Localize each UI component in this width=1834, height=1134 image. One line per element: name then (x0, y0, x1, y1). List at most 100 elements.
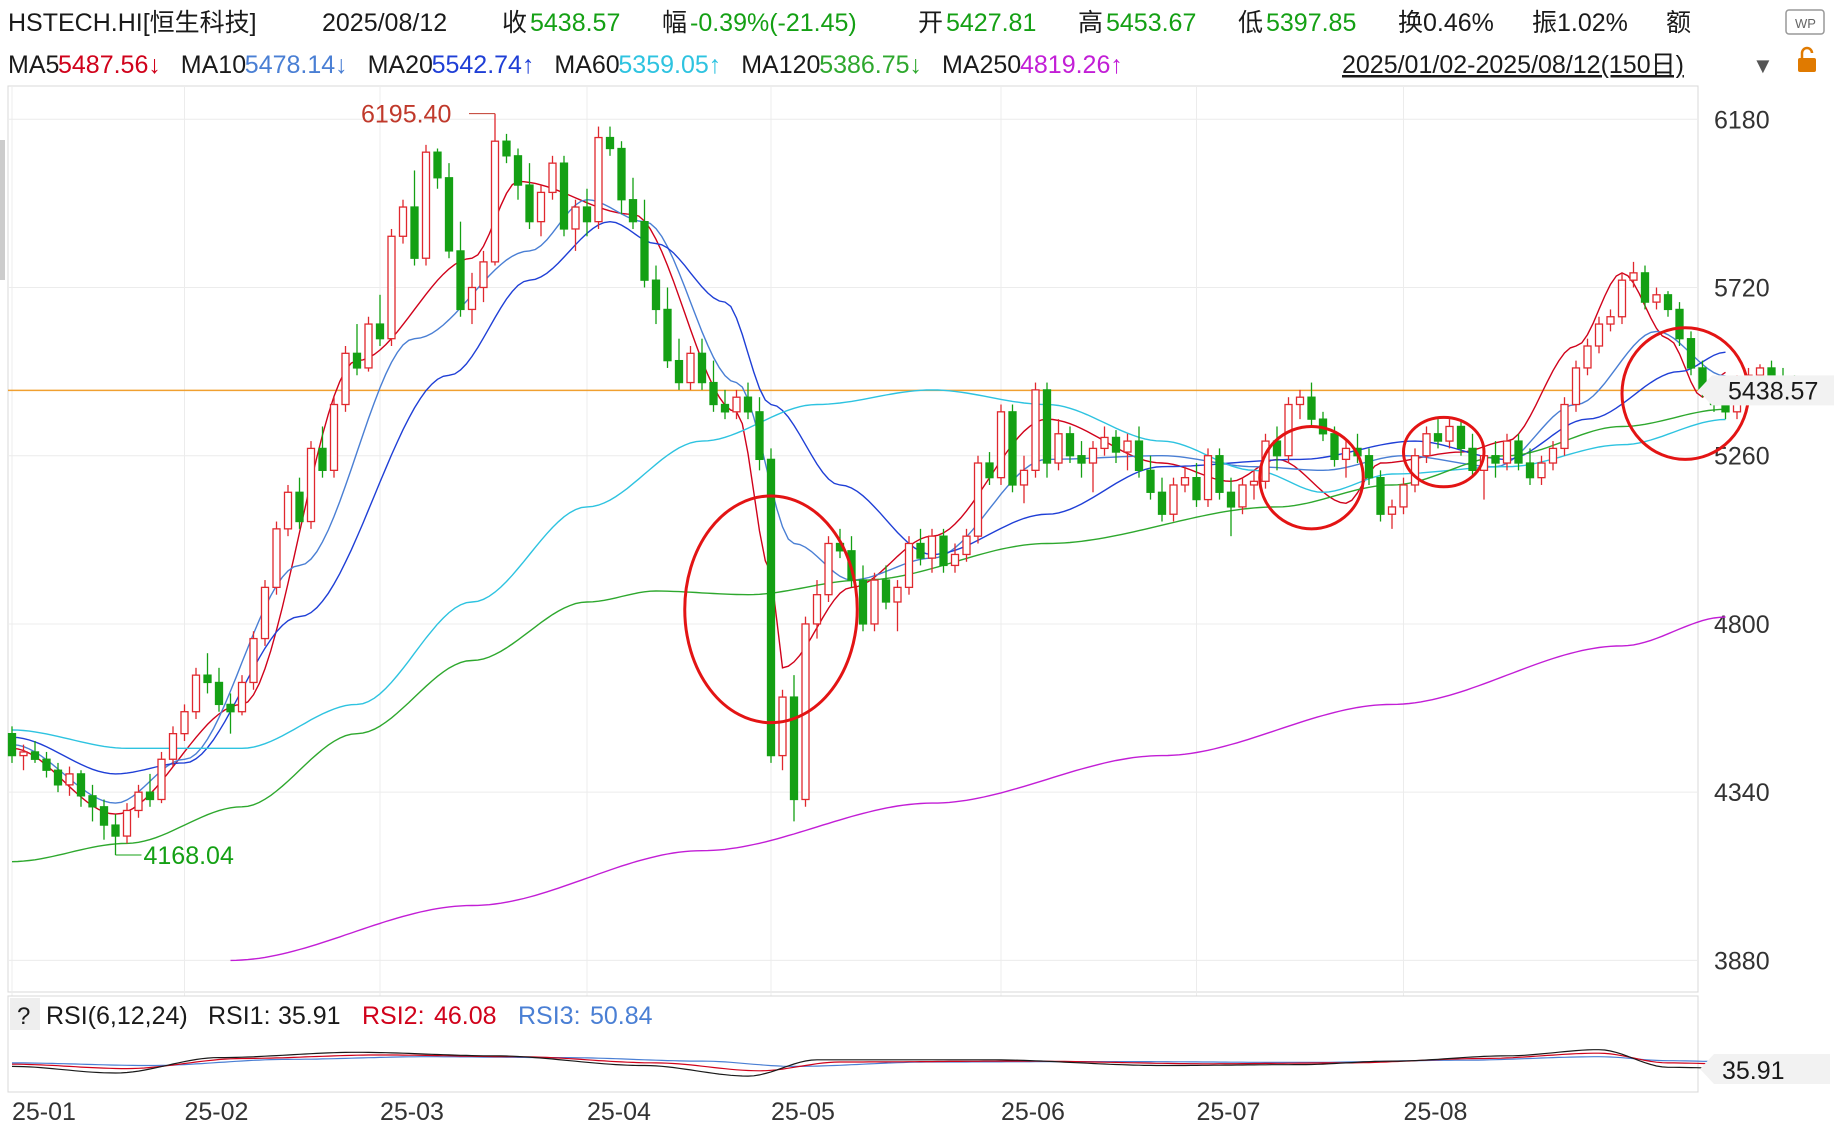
candle-body (387, 235, 396, 340)
candle-body (1123, 440, 1132, 453)
candle (858, 565, 868, 632)
candle (1537, 455, 1546, 485)
candle (1065, 426, 1075, 464)
candle-body (352, 352, 362, 369)
candle-body (870, 579, 879, 625)
candle-body (1157, 491, 1167, 515)
wp-icon[interactable]: WP (1785, 9, 1825, 35)
candle (525, 163, 534, 229)
ma-legend-label-2: MA20 (368, 51, 433, 79)
candle-body (893, 586, 902, 603)
date-range-selector[interactable]: 2025/01/02-2025/08/12(150日) (1342, 51, 1684, 79)
candle (904, 536, 914, 595)
candle (203, 653, 212, 694)
candle (111, 814, 120, 856)
candle (766, 448, 776, 763)
candle-body (559, 162, 569, 230)
candle-body (272, 528, 281, 589)
rsi2-label: RSI2: (362, 1002, 425, 1030)
candle (318, 426, 327, 478)
candle-body (651, 279, 661, 311)
candle (1295, 389, 1305, 420)
candle (387, 228, 396, 346)
candle (1399, 477, 1408, 515)
candle (295, 477, 304, 529)
candle (42, 751, 51, 778)
candle-body (456, 250, 465, 311)
candle (456, 221, 465, 317)
candle (697, 338, 707, 390)
candle (1042, 382, 1052, 478)
candle (1123, 433, 1132, 471)
candle (157, 751, 166, 804)
candle-body (410, 206, 419, 259)
candle-body (1238, 484, 1247, 508)
candle (375, 294, 385, 346)
candle-body (30, 751, 40, 760)
candle-body (306, 447, 316, 523)
candle-body (663, 308, 672, 362)
candle (306, 441, 316, 529)
help-icon[interactable]: ? (17, 1003, 30, 1030)
candle (1410, 448, 1420, 493)
candle (433, 148, 442, 189)
candle-body (249, 637, 258, 684)
candle-body (1065, 433, 1075, 457)
x-tick-label-0: 25-01 (12, 1098, 76, 1126)
low-value: 5397.85 (1266, 9, 1356, 37)
candle (352, 324, 362, 376)
candle-body (1088, 447, 1098, 464)
candle-body (525, 184, 534, 223)
candle-body (1560, 403, 1569, 450)
candle (881, 565, 891, 610)
candle-body (1042, 389, 1052, 464)
candle-body (1548, 447, 1558, 464)
candle (502, 133, 511, 164)
x-tick-label-4: 25-05 (771, 1098, 835, 1126)
side-scroll-handle[interactable] (0, 140, 5, 280)
candle-body (617, 147, 626, 201)
candle-body (594, 136, 603, 223)
candle-body (548, 162, 557, 194)
candle-body (1376, 477, 1385, 515)
ma-legend-value-0: 5487.56↓ (58, 51, 161, 79)
ma-line-ma250 (230, 616, 1726, 962)
main-chart-frame (7, 85, 1699, 993)
candle (927, 528, 937, 573)
candle (134, 784, 143, 818)
candle-body (467, 286, 477, 311)
candle-body (950, 553, 960, 567)
candle-body (157, 758, 166, 801)
candle-body (1571, 367, 1581, 406)
candle (1606, 309, 1615, 332)
rsi3-line (12, 1056, 1726, 1067)
help-button[interactable] (10, 998, 40, 1030)
lock-icon[interactable] (1798, 46, 1816, 72)
candle (973, 455, 983, 544)
y-tick-label-1: 4340 (1714, 779, 1770, 807)
candle-body (7, 733, 17, 757)
svg-text:WP: WP (1795, 16, 1816, 31)
candle-body (88, 795, 97, 808)
candle-body (927, 535, 937, 559)
x-tick-label-3: 25-04 (587, 1098, 651, 1126)
ma-legend-label-5: MA250 (942, 51, 1021, 79)
candle-body (1445, 425, 1454, 442)
rsi-panel (7, 995, 1699, 1093)
ma-line-ma20 (11, 220, 1726, 775)
candle (1629, 261, 1638, 288)
chevron-down-icon[interactable]: ▼ (1752, 53, 1774, 78)
date-axis: 25-01 25-02 25-03 25-04 25-05 25-06 25-07 25-08 (12, 1098, 1467, 1126)
candle (996, 404, 1006, 485)
candle (582, 188, 592, 237)
candle (99, 799, 109, 840)
candle (1617, 272, 1627, 325)
candle (214, 667, 224, 712)
candle-body (502, 140, 511, 157)
candle-body (1422, 433, 1431, 457)
candle-body (536, 191, 546, 223)
candle (53, 762, 63, 793)
candle-body (1456, 425, 1466, 450)
